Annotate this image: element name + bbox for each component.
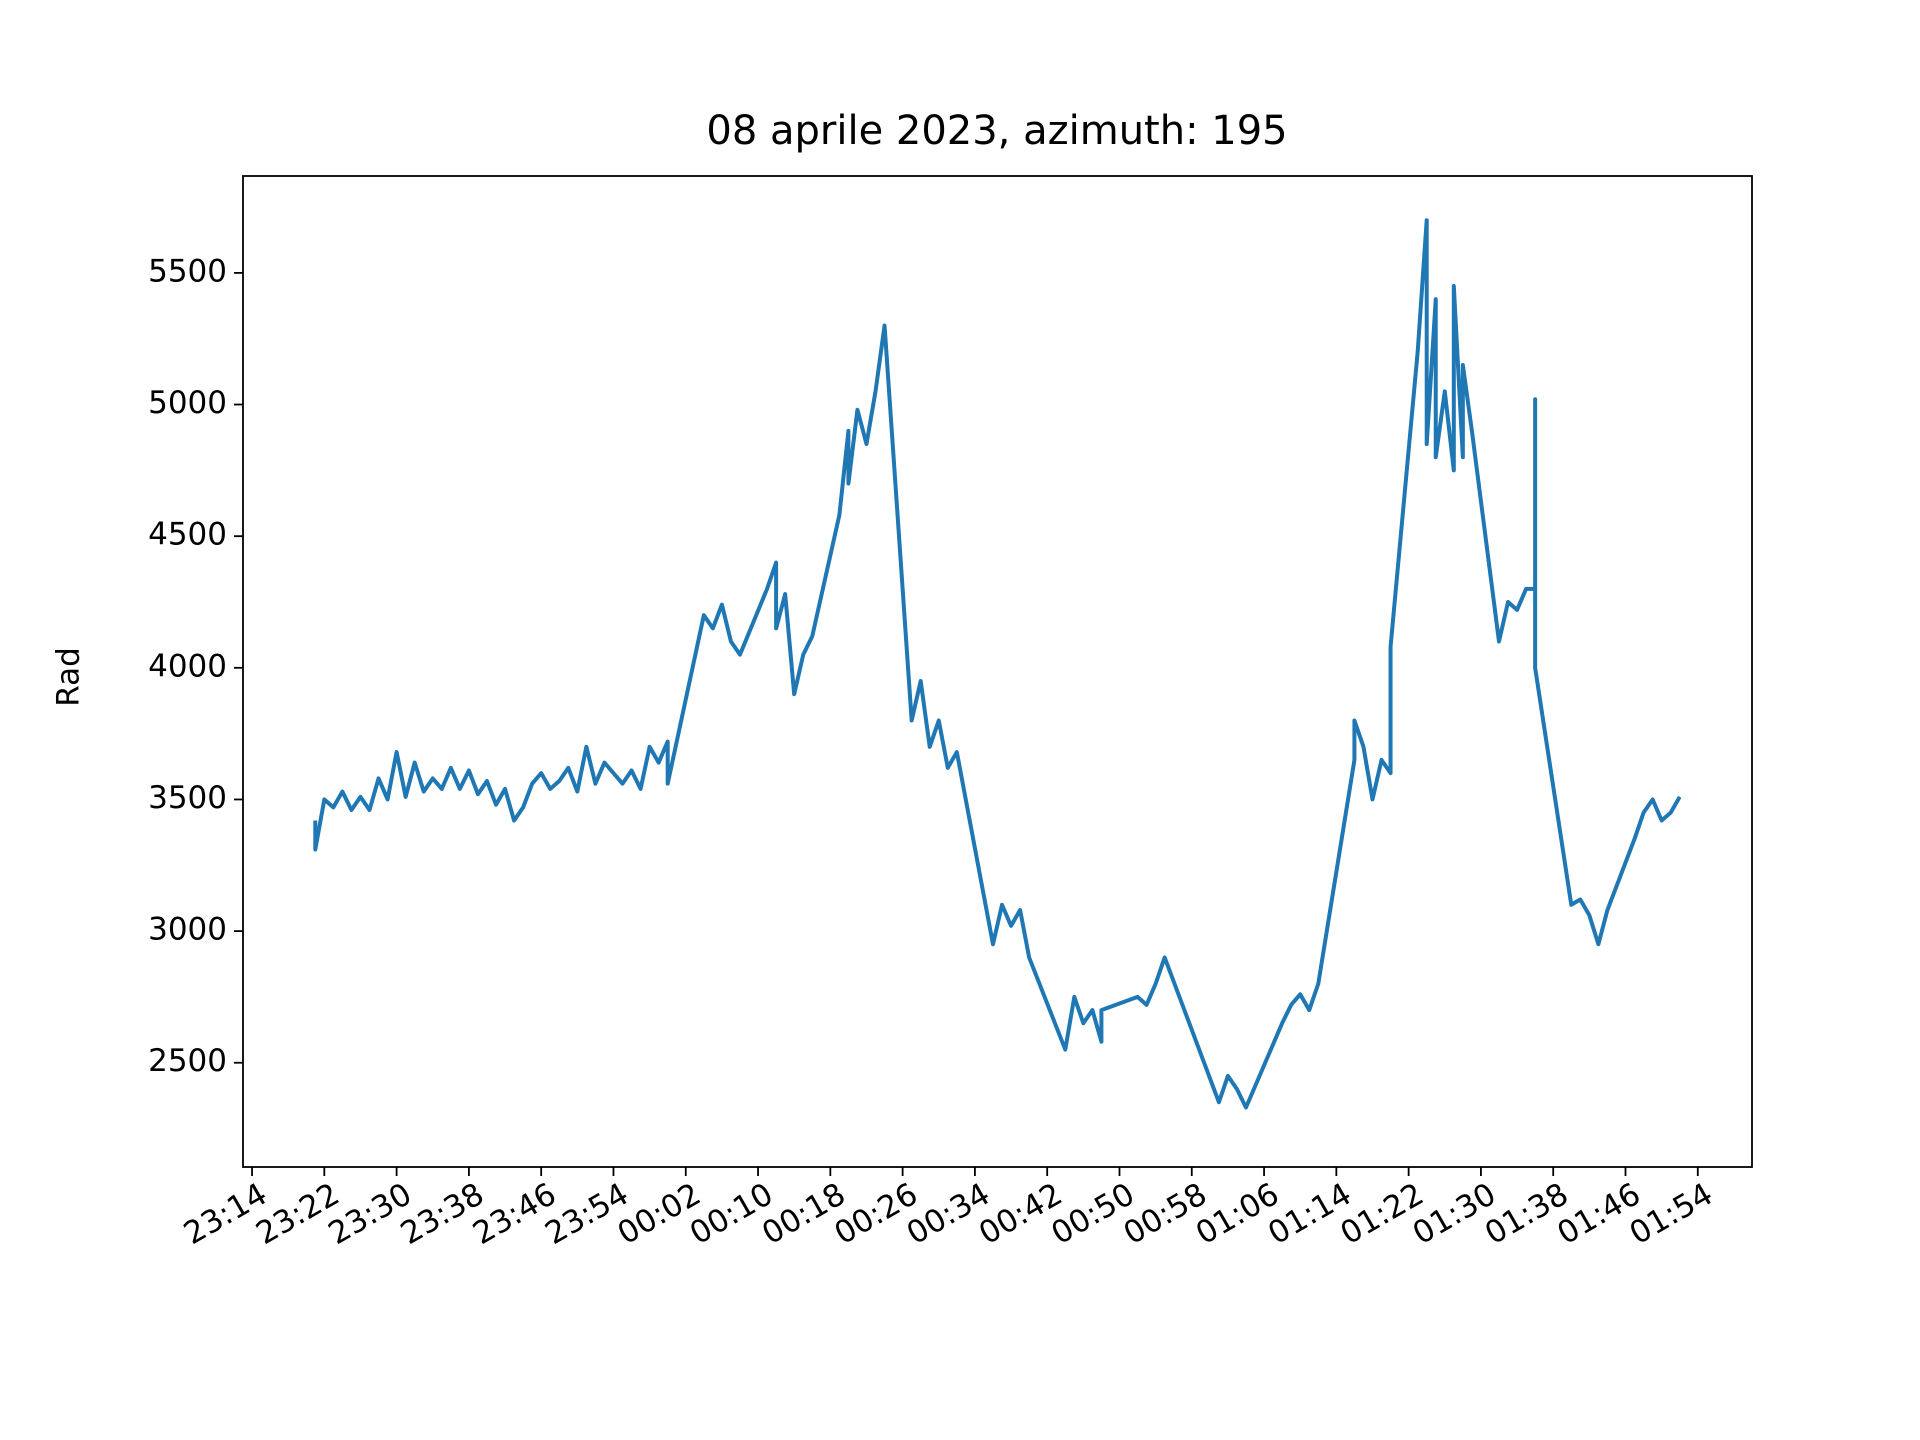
- x-tick-label: 23:54: [539, 1176, 634, 1252]
- y-axis-label: Rad: [51, 647, 87, 707]
- x-tick-label: 23:46: [467, 1176, 562, 1252]
- y-tick-label: 3000: [148, 912, 227, 948]
- x-tick-label: 01:38: [1479, 1176, 1574, 1252]
- x-tick-label: 23:22: [250, 1176, 345, 1252]
- x-tick-label: 01:54: [1624, 1176, 1719, 1252]
- x-tick-label: 00:10: [684, 1176, 779, 1252]
- x-tick-label: 01:46: [1551, 1176, 1646, 1252]
- x-tick-label: 23:14: [178, 1176, 273, 1252]
- x-tick-label: 23:38: [395, 1176, 490, 1252]
- x-tick-label: 01:06: [1190, 1176, 1285, 1252]
- y-tick-label: 4500: [148, 517, 227, 553]
- y-tick-label: 4000: [148, 648, 227, 684]
- x-tick-label: 23:30: [322, 1176, 417, 1252]
- x-tick-label: 00:42: [973, 1176, 1068, 1252]
- x-tick-label: 01:30: [1407, 1176, 1502, 1252]
- x-tick-label: 00:58: [1118, 1176, 1213, 1252]
- chart-title: 08 aprile 2023, azimuth: 195: [706, 108, 1287, 154]
- x-tick-label: 00:18: [756, 1176, 851, 1252]
- axes-frame: [242, 175, 1753, 1168]
- y-tick-label: 3500: [148, 780, 227, 816]
- y-tick-label: 5000: [148, 385, 227, 421]
- data-line: [313, 218, 1682, 1110]
- x-tick-label: 00:34: [901, 1176, 996, 1252]
- x-tick-label: 00:26: [828, 1176, 923, 1252]
- y-tick-label: 5500: [148, 253, 227, 289]
- x-tick-label: 01:14: [1262, 1176, 1357, 1252]
- y-tick-label: 2500: [148, 1043, 227, 1079]
- x-tick-label: 01:22: [1334, 1176, 1429, 1252]
- x-tick-label: 00:50: [1045, 1176, 1140, 1252]
- x-tick-label: 00:02: [612, 1176, 707, 1252]
